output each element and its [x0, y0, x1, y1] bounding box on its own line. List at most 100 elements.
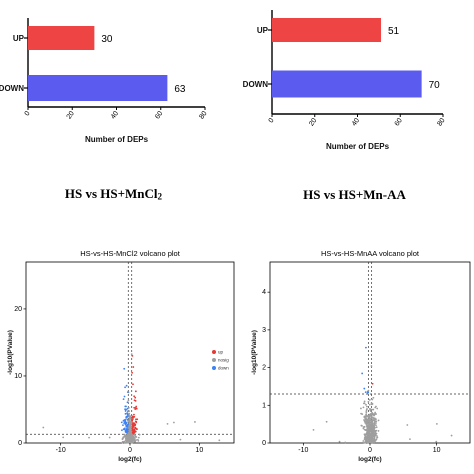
data-point — [123, 419, 126, 421]
data-point — [362, 402, 365, 405]
data-point — [371, 442, 374, 444]
data-point — [130, 439, 132, 442]
data-point — [120, 421, 123, 424]
bar-chart-2: UP 51 DOWN 70 0 20 40 60 80 Number of DEPs — [243, 10, 447, 151]
data-point — [364, 440, 367, 442]
category-label-down: DOWN — [0, 84, 24, 93]
data-point — [129, 417, 131, 420]
y-tick-label: 0 — [262, 440, 266, 447]
data-point — [126, 435, 128, 438]
data-point — [362, 440, 365, 442]
data-point — [131, 438, 134, 441]
data-point — [133, 433, 136, 436]
data-point — [132, 383, 134, 386]
data-point — [366, 390, 369, 393]
data-point — [124, 386, 126, 389]
data-point — [373, 414, 376, 416]
data-point — [128, 414, 131, 417]
data-point — [128, 437, 131, 440]
data-point — [121, 438, 124, 441]
data-point — [371, 426, 373, 429]
data-point — [371, 424, 374, 426]
data-point — [127, 399, 130, 402]
data-point — [371, 435, 374, 438]
data-point — [136, 438, 139, 441]
data-point — [126, 413, 129, 416]
data-point — [125, 427, 128, 430]
data-point — [368, 403, 371, 406]
data-point — [360, 407, 362, 410]
y-tick-label: 0 — [18, 440, 22, 447]
data-point — [365, 408, 368, 411]
data-point — [124, 405, 127, 408]
data-point — [363, 400, 366, 403]
data-point — [365, 403, 367, 406]
data-point — [374, 411, 377, 414]
category-label-up: UP — [257, 26, 269, 35]
data-point — [133, 438, 135, 441]
data-point — [134, 420, 137, 423]
data-point — [372, 430, 375, 433]
data-point — [375, 424, 377, 427]
category-label-down: DOWN — [243, 80, 269, 89]
x-tick-label: 0 — [268, 117, 276, 124]
data-point — [368, 399, 371, 401]
data-point — [363, 428, 366, 431]
data-point — [375, 420, 378, 423]
data-point — [132, 436, 135, 439]
data-point — [131, 431, 134, 434]
data-point — [129, 429, 131, 431]
y-tick-label: 2 — [262, 365, 266, 372]
data-point — [134, 440, 137, 443]
data-label-down: 70 — [429, 80, 441, 91]
data-point — [367, 415, 370, 418]
data-point — [130, 426, 132, 429]
data-point — [366, 430, 369, 433]
x-tick-label: 60 — [394, 117, 404, 127]
data-point — [135, 439, 138, 441]
data-point — [374, 406, 377, 409]
data-point — [127, 423, 130, 426]
data-point — [124, 434, 127, 437]
data-point — [122, 436, 125, 439]
x-axis-label: log2(fc) — [358, 456, 381, 463]
x-tick-label: -10 — [56, 447, 66, 454]
data-point — [338, 440, 341, 443]
data-point — [121, 440, 124, 443]
category-label-up: UP — [13, 34, 25, 43]
data-point — [409, 438, 411, 440]
data-point — [133, 413, 135, 416]
data-point — [137, 436, 140, 439]
data-point — [406, 424, 409, 426]
data-point — [133, 424, 135, 427]
data-point — [366, 405, 368, 408]
data-point — [127, 431, 130, 434]
data-point — [125, 438, 127, 441]
data-point — [122, 398, 125, 401]
x-tick-label: 20 — [308, 117, 318, 127]
data-label-down: 63 — [174, 84, 186, 95]
data-point — [363, 416, 366, 418]
y-tick-label: 4 — [262, 289, 266, 296]
data-point — [375, 422, 377, 424]
data-point — [122, 424, 124, 427]
bar-down — [28, 75, 168, 101]
data-point — [122, 428, 125, 431]
data-point — [362, 406, 365, 409]
data-point — [369, 417, 372, 420]
data-point — [124, 412, 127, 415]
data-point — [130, 433, 133, 436]
data-point — [62, 436, 65, 439]
data-point — [133, 406, 136, 409]
data-point — [365, 346, 367, 349]
data-point — [126, 431, 129, 434]
data-point — [372, 396, 375, 399]
data-point — [134, 426, 137, 429]
data-point — [125, 384, 128, 387]
data-point — [372, 417, 375, 419]
data-label-up: 51 — [388, 26, 400, 37]
data-point — [127, 427, 130, 429]
data-point — [166, 422, 169, 425]
data-point — [366, 433, 369, 436]
legend-marker — [212, 358, 216, 362]
